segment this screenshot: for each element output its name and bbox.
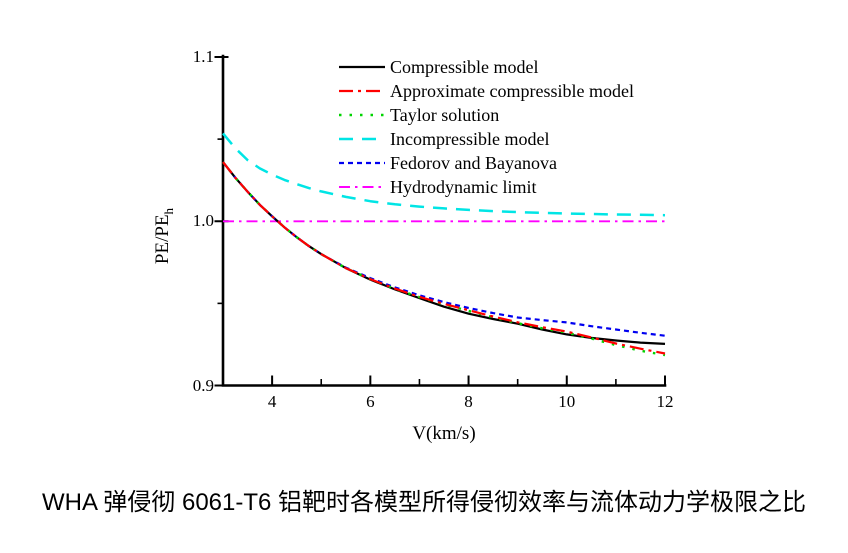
x-tick-label-12: 12 — [656, 392, 674, 411]
y-tick-label-0.9: 0.9 — [192, 375, 214, 395]
legend: Compressible model Approximate compressib… — [338, 55, 634, 199]
curve-incompressible-model — [222, 132, 666, 217]
y-axis-title-main: PE/PE — [152, 214, 173, 265]
legend-line-sample-approximate-compressible-model — [339, 89, 385, 93]
plot-canvas — [214, 54, 667, 387]
legend-label-fedorov-and-bayanova: Fedorov and Bayanova — [390, 153, 557, 173]
legend-item-fedorov-and-bayanova: Fedorov and Bayanova — [338, 151, 634, 175]
legend-item-hydrodynamic-limit: Hydrodynamic limit — [338, 175, 634, 199]
x-tick-label-8: 8 — [464, 392, 473, 411]
y-tick-label-1.0: 1.0 — [192, 211, 214, 231]
legend-item-incompressible-model: Incompressible model — [338, 127, 634, 151]
legend-line-sample-hydrodynamic-limit — [339, 186, 385, 188]
legend-line-sample-compressible-model — [339, 65, 385, 69]
legend-line-sample-fedorov-and-bayanova — [339, 161, 385, 165]
legend-item-taylor-solution: Taylor solution — [338, 103, 634, 127]
legend-item-compressible-model: Compressible model — [338, 55, 634, 79]
legend-line-sample-incompressible-model — [339, 137, 385, 141]
x-tick-label-4: 4 — [267, 392, 277, 411]
x-tick-label-6: 6 — [366, 392, 375, 411]
legend-label-incompressible-model: Incompressible model — [390, 129, 550, 149]
curve-approximate-compressible-model — [222, 161, 666, 355]
legend-label-approximate-compressible-model: Approximate compressible model — [390, 81, 634, 101]
y-axis-title: PE/PEh — [152, 136, 176, 336]
legend-item-approximate-compressible-model: Approximate compressible model — [338, 79, 634, 103]
legend-label-compressible-model: Compressible model — [390, 57, 539, 77]
legend-label-taylor-solution: Taylor solution — [390, 105, 500, 125]
legend-label-hydrodynamic-limit: Hydrodynamic limit — [390, 177, 537, 197]
y-axis-title-subscript: h — [160, 207, 176, 215]
y-tick-label-1.1: 1.1 — [192, 47, 214, 66]
x-tick-label-10: 10 — [558, 392, 576, 411]
legend-line-sample-taylor-solution — [339, 113, 385, 117]
x-axis-title: V(km/s) — [412, 423, 476, 444]
figure-caption: WHA 弹侵彻 6061-T6 铝靶时各模型所得侵彻效率与流体动力学极限之比 — [41, 489, 807, 516]
